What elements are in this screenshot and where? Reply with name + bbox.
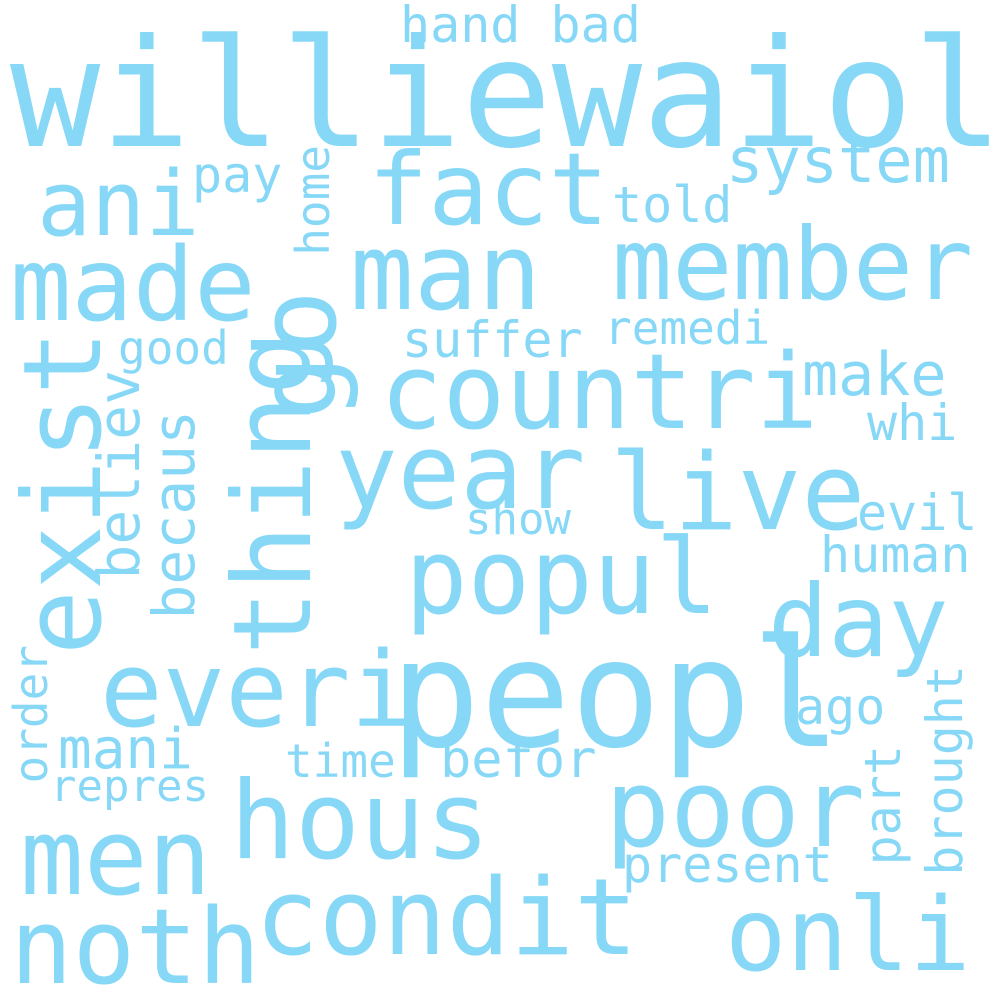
word-whi: whi — [867, 394, 958, 452]
word-system: system — [726, 124, 950, 197]
word-condit: condit — [255, 856, 638, 979]
word-evil: evil — [857, 484, 978, 542]
word-good: good — [118, 321, 229, 375]
word-countri: countri — [380, 331, 819, 453]
word-everi: everi — [100, 629, 414, 751]
word-ani: ani — [37, 152, 200, 257]
word-suffer: suffer — [402, 311, 583, 369]
word-mani: mani — [58, 717, 193, 782]
word-brought: brought — [916, 665, 974, 876]
word-make: make — [802, 340, 947, 410]
word-men: men — [20, 796, 212, 919]
word-hand-bad: hand bad — [400, 0, 641, 54]
word-member: member — [612, 206, 974, 323]
word-order: order — [4, 645, 58, 784]
word-ago: ago — [795, 678, 886, 736]
word-human: human — [820, 526, 971, 584]
word-year: year — [335, 411, 586, 533]
word-repres: repres — [50, 761, 209, 812]
word-noth: noth — [10, 886, 261, 1000]
word-williewaiola: williewaiola — [10, 8, 1000, 182]
word-man: man — [350, 211, 542, 334]
word-hous: hous — [230, 759, 491, 884]
word-made: made — [10, 226, 256, 345]
word-remedi: remedi — [604, 301, 771, 355]
word-becaus: becaus — [140, 410, 208, 620]
word-popul: popul — [405, 516, 719, 638]
word-poor: poor — [605, 747, 866, 872]
word-thing: thing — [211, 330, 336, 656]
word-befor: befor — [440, 730, 597, 790]
word-pay: pay — [192, 146, 283, 204]
word-show: show — [465, 494, 571, 545]
word-onli: onli — [725, 876, 971, 995]
word-live: live — [610, 431, 866, 554]
word-home: home — [286, 145, 340, 256]
word-peopl: peopl — [390, 608, 842, 782]
word-told: told — [612, 176, 733, 234]
word-part: part — [854, 745, 912, 866]
word-time: time — [285, 734, 396, 788]
word-day: day — [768, 563, 949, 680]
word-present: present — [622, 836, 833, 894]
word-fact: fact — [368, 131, 609, 248]
